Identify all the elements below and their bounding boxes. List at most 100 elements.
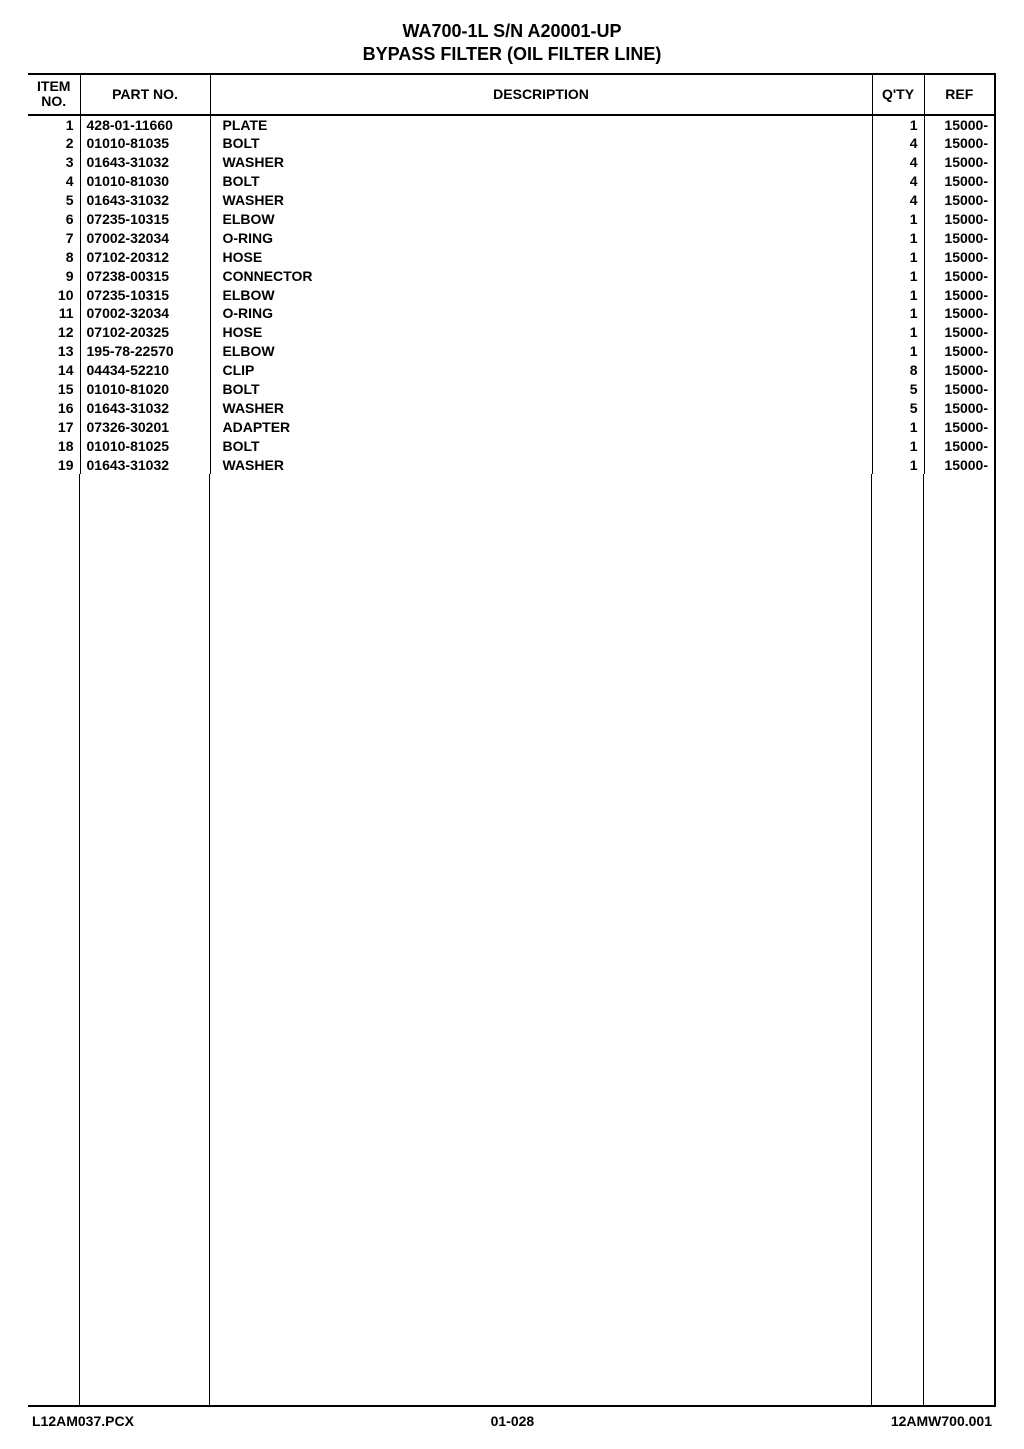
cell-qty: 4 [872,153,924,172]
cell-description: CLIP [210,361,872,380]
cell-part: 01643-31032 [80,456,210,475]
table-row: 707002-32034O-RING115000- [28,229,994,248]
cell-item: 4 [28,172,80,191]
cell-description: WASHER [210,191,872,210]
cell-ref: 15000- [924,361,994,380]
cell-item: 3 [28,153,80,172]
cell-item: 17 [28,418,80,437]
filler-col-item [28,474,80,1405]
cell-part: 07238-00315 [80,267,210,286]
cell-ref: 15000- [924,380,994,399]
cell-ref: 15000- [924,229,994,248]
cell-item: 8 [28,248,80,267]
cell-qty: 5 [872,399,924,418]
filler-col-desc [210,474,872,1405]
table-row: 1601643-31032WASHER515000- [28,399,994,418]
filler-col-qty [872,474,924,1405]
cell-item: 15 [28,380,80,399]
cell-description: BOLT [210,380,872,399]
cell-part: 07002-32034 [80,229,210,248]
col-header-item: ITEMNO. [28,75,80,115]
cell-ref: 15000- [924,304,994,323]
cell-item: 11 [28,304,80,323]
cell-item: 19 [28,456,80,475]
cell-part: 01010-81035 [80,134,210,153]
cell-ref: 15000- [924,418,994,437]
cell-part: 07102-20325 [80,323,210,342]
cell-part: 01643-31032 [80,399,210,418]
cell-part: 07326-30201 [80,418,210,437]
col-header-part: PART NO. [80,75,210,115]
cell-description: ELBOW [210,342,872,361]
cell-description: WASHER [210,153,872,172]
cell-ref: 15000- [924,437,994,456]
cell-ref: 15000- [924,153,994,172]
parts-table: ITEMNO. PART NO. DESCRIPTION Q'TY REF 14… [28,75,994,475]
cell-qty: 4 [872,134,924,153]
cell-part: 01010-81030 [80,172,210,191]
table-row: 13195-78-22570ELBOW115000- [28,342,994,361]
table-row: 807102-20312HOSE115000- [28,248,994,267]
cell-part: 195-78-22570 [80,342,210,361]
cell-item: 1 [28,115,80,135]
table-row: 1207102-20325HOSE115000- [28,323,994,342]
cell-description: BOLT [210,134,872,153]
cell-part: 07102-20312 [80,248,210,267]
cell-description: O-RING [210,229,872,248]
table-filler [28,474,994,1405]
table-header-row: ITEMNO. PART NO. DESCRIPTION Q'TY REF [28,75,994,115]
cell-description: WASHER [210,456,872,475]
table-row: 1707326-30201ADAPTER115000- [28,418,994,437]
cell-qty: 1 [872,437,924,456]
table-row: 1901643-31032WASHER115000- [28,456,994,475]
cell-description: WASHER [210,399,872,418]
cell-part: 07235-10315 [80,286,210,305]
footer-left: L12AM037.PCX [32,1413,134,1429]
cell-part: 01010-81025 [80,437,210,456]
cell-part: 01643-31032 [80,191,210,210]
cell-part: 07235-10315 [80,210,210,229]
cell-description: CONNECTOR [210,267,872,286]
cell-item: 5 [28,191,80,210]
col-header-description: DESCRIPTION [210,75,872,115]
cell-part: 01010-81020 [80,380,210,399]
table-row: 501643-31032WASHER415000- [28,191,994,210]
cell-description: BOLT [210,437,872,456]
cell-description: HOSE [210,323,872,342]
cell-qty: 1 [872,115,924,135]
footer-right: 12AMW700.001 [891,1413,992,1429]
cell-qty: 1 [872,342,924,361]
cell-qty: 1 [872,267,924,286]
cell-ref: 15000- [924,210,994,229]
cell-description: BOLT [210,172,872,191]
cell-part: 428-01-11660 [80,115,210,135]
table-row: 607235-10315ELBOW115000- [28,210,994,229]
cell-qty: 4 [872,172,924,191]
table-row: 201010-81035BOLT415000- [28,134,994,153]
table-row: 1801010-81025BOLT115000- [28,437,994,456]
cell-ref: 15000- [924,267,994,286]
cell-description: HOSE [210,248,872,267]
parts-tbody: 1428-01-11660PLATE115000-201010-81035BOL… [28,115,994,475]
cell-description: ADAPTER [210,418,872,437]
cell-description: ELBOW [210,210,872,229]
cell-item: 7 [28,229,80,248]
cell-qty: 1 [872,248,924,267]
cell-item: 12 [28,323,80,342]
footer-center: 01-028 [491,1413,535,1429]
cell-item: 13 [28,342,80,361]
cell-qty: 1 [872,229,924,248]
cell-item: 18 [28,437,80,456]
header-line-1: WA700-1L S/N A20001-UP [28,20,996,43]
cell-ref: 15000- [924,323,994,342]
cell-description: PLATE [210,115,872,135]
table-row: 907238-00315CONNECTOR115000- [28,267,994,286]
cell-qty: 4 [872,191,924,210]
cell-description: O-RING [210,304,872,323]
table-row: 1107002-32034O-RING115000- [28,304,994,323]
cell-item: 14 [28,361,80,380]
cell-ref: 15000- [924,115,994,135]
cell-ref: 15000- [924,191,994,210]
cell-item: 2 [28,134,80,153]
cell-qty: 1 [872,456,924,475]
